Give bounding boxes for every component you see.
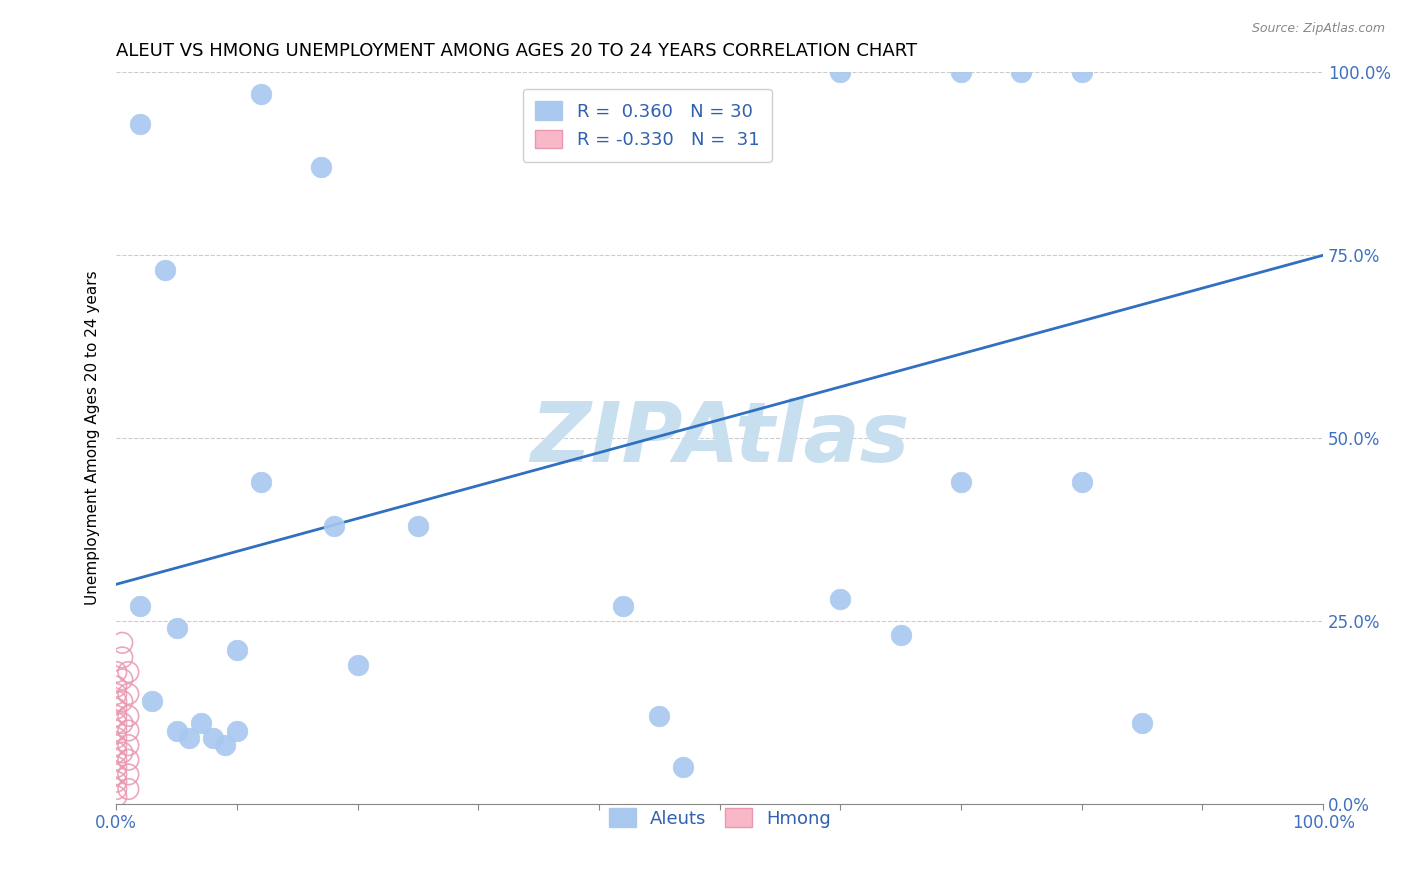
Point bbox=[830, 591, 852, 606]
Point bbox=[105, 687, 128, 701]
Point bbox=[129, 117, 152, 131]
Point bbox=[346, 657, 368, 672]
Text: ALEUT VS HMONG UNEMPLOYMENT AMONG AGES 20 TO 24 YEARS CORRELATION CHART: ALEUT VS HMONG UNEMPLOYMENT AMONG AGES 2… bbox=[117, 42, 917, 60]
Point bbox=[950, 65, 973, 79]
Legend: Aleuts, Hmong: Aleuts, Hmong bbox=[602, 801, 838, 835]
Point bbox=[117, 665, 139, 679]
Point bbox=[105, 767, 128, 781]
Y-axis label: Unemployment Among Ages 20 to 24 years: Unemployment Among Ages 20 to 24 years bbox=[86, 271, 100, 606]
Point bbox=[322, 518, 344, 533]
Text: Source: ZipAtlas.com: Source: ZipAtlas.com bbox=[1251, 22, 1385, 36]
Point bbox=[311, 161, 333, 175]
Point bbox=[117, 723, 139, 738]
Point bbox=[1070, 65, 1092, 79]
Point bbox=[166, 723, 188, 738]
Point bbox=[105, 701, 128, 715]
Point bbox=[105, 789, 128, 804]
Point bbox=[1130, 716, 1153, 731]
Point bbox=[105, 782, 128, 797]
Point bbox=[111, 746, 134, 760]
Point bbox=[105, 774, 128, 789]
Point bbox=[141, 694, 163, 708]
Point bbox=[111, 650, 134, 665]
Point bbox=[105, 665, 128, 679]
Point bbox=[111, 716, 134, 731]
Point bbox=[105, 709, 128, 723]
Point bbox=[105, 753, 128, 767]
Text: ZIPAtlas: ZIPAtlas bbox=[530, 398, 910, 478]
Point bbox=[117, 709, 139, 723]
Point bbox=[117, 687, 139, 701]
Point bbox=[830, 65, 852, 79]
Point bbox=[105, 694, 128, 708]
Point bbox=[105, 716, 128, 731]
Point bbox=[111, 694, 134, 708]
Point bbox=[153, 263, 176, 277]
Point bbox=[250, 475, 273, 489]
Point bbox=[672, 760, 695, 774]
Point bbox=[226, 643, 249, 657]
Point bbox=[1010, 65, 1032, 79]
Point bbox=[105, 760, 128, 774]
Point bbox=[201, 731, 224, 745]
Point bbox=[226, 723, 249, 738]
Point bbox=[406, 518, 429, 533]
Point bbox=[950, 475, 973, 489]
Point bbox=[117, 738, 139, 752]
Point bbox=[105, 723, 128, 738]
Point bbox=[612, 599, 634, 614]
Point bbox=[105, 680, 128, 694]
Point bbox=[648, 709, 671, 723]
Point bbox=[129, 599, 152, 614]
Point bbox=[105, 738, 128, 752]
Point bbox=[105, 731, 128, 745]
Point bbox=[166, 621, 188, 635]
Point bbox=[111, 636, 134, 650]
Point bbox=[111, 673, 134, 687]
Point bbox=[105, 746, 128, 760]
Point bbox=[190, 716, 212, 731]
Point bbox=[250, 87, 273, 102]
Point bbox=[117, 767, 139, 781]
Point bbox=[214, 738, 236, 752]
Point bbox=[177, 731, 200, 745]
Point bbox=[117, 753, 139, 767]
Point bbox=[1070, 475, 1092, 489]
Point bbox=[117, 782, 139, 797]
Point bbox=[890, 628, 912, 642]
